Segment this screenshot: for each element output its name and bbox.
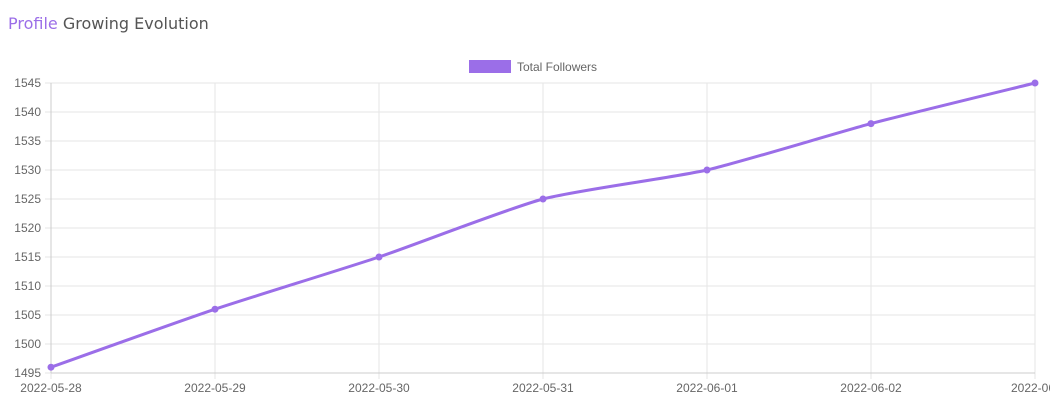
x-tick-label: 2022-06-02: [840, 381, 902, 395]
data-point: [539, 195, 547, 203]
data-point: [47, 363, 55, 371]
legend-swatch[interactable]: [469, 60, 511, 73]
x-tick-label: 2022-06-: [1011, 381, 1050, 395]
y-tick-label: 1515: [14, 250, 41, 264]
panel-title-accent: Profile: [8, 14, 58, 33]
panel-title-text: Growing Evolution: [62, 14, 209, 33]
y-tick-label: 1545: [14, 76, 41, 90]
y-tick-label: 1530: [14, 163, 41, 177]
data-point: [375, 253, 383, 261]
y-tick-label: 1525: [14, 192, 41, 206]
panel-title: Profile Growing Evolution: [8, 14, 209, 33]
y-tick-label: 1510: [14, 279, 41, 293]
x-tick-label: 2022-05-29: [184, 381, 246, 395]
x-tick-label: 2022-05-31: [512, 381, 574, 395]
chart-series: [47, 79, 1039, 371]
y-tick-label: 1500: [14, 337, 41, 351]
x-tick-label: 2022-06-01: [676, 381, 738, 395]
y-tick-label: 1505: [14, 308, 41, 322]
x-tick-label: 2022-05-28: [20, 381, 82, 395]
data-point: [211, 305, 219, 313]
chart-legend[interactable]: Total Followers: [469, 60, 597, 74]
y-tick-label: 1495: [14, 366, 41, 380]
y-tick-label: 1540: [14, 105, 41, 119]
legend-label[interactable]: Total Followers: [517, 60, 597, 74]
chart-axes: 1495 1500 1505 1510 1515 1520 1525 1530 1535 1540…: [14, 76, 1050, 395]
data-point: [1031, 79, 1039, 87]
y-tick-label: 1520: [14, 221, 41, 235]
y-tick-label: 1535: [14, 134, 41, 148]
chart-grid: [45, 82, 1036, 379]
x-tick-label: 2022-05-30: [348, 381, 410, 395]
data-point: [867, 120, 875, 128]
data-point: [703, 166, 711, 174]
